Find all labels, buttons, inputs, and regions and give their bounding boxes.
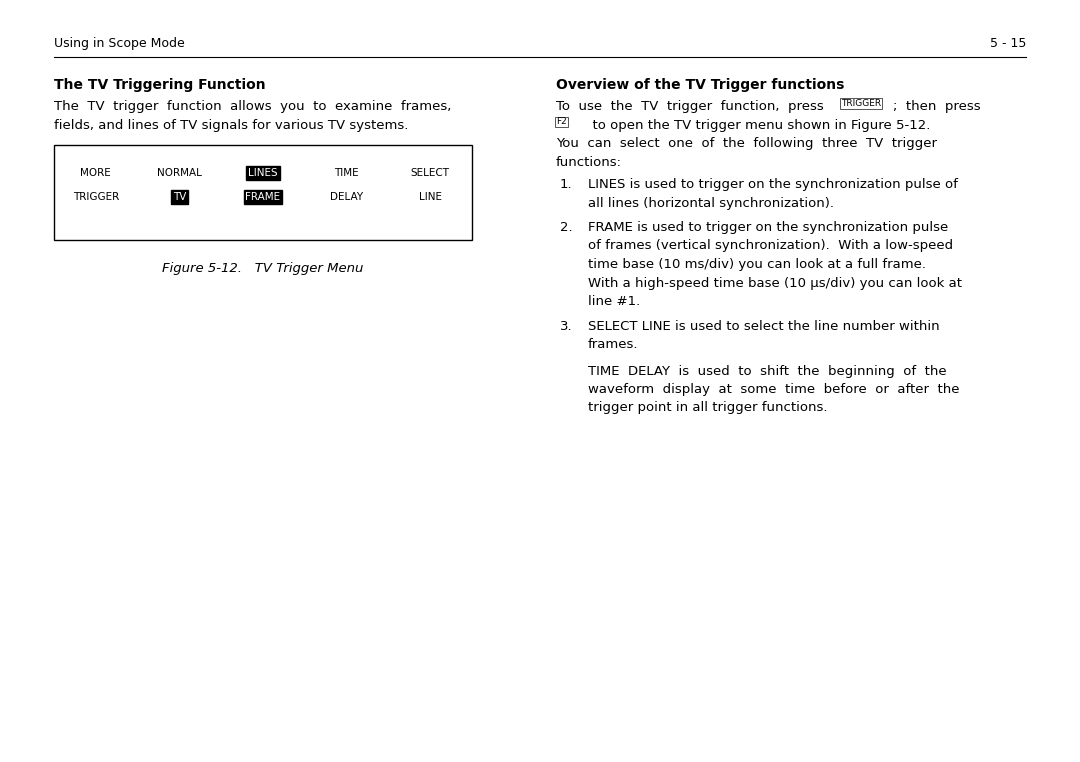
Text: MORE: MORE [80,168,111,178]
Text: line #1.: line #1. [588,295,640,308]
Text: You  can  select  one  of  the  following  three  TV  trigger: You can select one of the following thre… [556,137,937,150]
Text: trigger point in all trigger functions.: trigger point in all trigger functions. [588,402,827,415]
Text: Using in Scope Mode: Using in Scope Mode [54,37,185,50]
Text: FRAME: FRAME [245,192,281,202]
Text: Figure 5-12.   TV Trigger Menu: Figure 5-12. TV Trigger Menu [162,262,364,275]
Text: to open the TV trigger menu shown in Figure 5-12.: to open the TV trigger menu shown in Fig… [584,119,930,132]
Text: SELECT: SELECT [410,168,449,178]
Text: To  use  the  TV  trigger  function,  press: To use the TV trigger function, press [556,100,833,113]
Text: of frames (vertical synchronization).  With a low-speed: of frames (vertical synchronization). Wi… [588,239,954,252]
Text: 5 - 15: 5 - 15 [989,37,1026,50]
Bar [54,145,472,240]
Text: LINES: LINES [248,168,278,178]
Text: frames.: frames. [588,338,638,351]
Text: fields, and lines of TV signals for various TV systems.: fields, and lines of TV signals for vari… [54,119,408,132]
Text: 3.: 3. [561,319,572,332]
Text: 1.: 1. [561,178,572,191]
Text: With a high-speed time base (10 μs/div) you can look at: With a high-speed time base (10 μs/div) … [588,277,962,290]
Text: The  TV  trigger  function  allows  you  to  examine  frames,: The TV trigger function allows you to ex… [54,100,451,113]
Text: TIME: TIME [335,168,359,178]
Text: F2: F2 [556,117,567,126]
Text: SELECT LINE is used to select the line number within: SELECT LINE is used to select the line n… [588,319,940,332]
Text: The TV Triggering Function: The TV Triggering Function [54,78,266,92]
Text: TRIGGER: TRIGGER [841,99,881,108]
Text: TV: TV [173,192,186,202]
Text: LINE: LINE [419,192,442,202]
Text: TRIGGER: TRIGGER [72,192,119,202]
Text: 2.: 2. [561,221,572,234]
Text: ;  then  press: ; then press [893,100,981,113]
Text: DELAY: DELAY [330,192,363,202]
Text: functions:: functions: [556,155,622,168]
Text: all lines (horizontal synchronization).: all lines (horizontal synchronization). [588,197,834,210]
Text: time base (10 ms/div) you can look at a full frame.: time base (10 ms/div) you can look at a … [588,258,926,271]
Text: waveform  display  at  some  time  before  or  after  the: waveform display at some time before or … [588,383,959,396]
Text: Overview of the TV Trigger functions: Overview of the TV Trigger functions [556,78,845,92]
Text: LINES is used to trigger on the synchronization pulse of: LINES is used to trigger on the synchron… [588,178,958,191]
Text: TIME  DELAY  is  used  to  shift  the  beginning  of  the: TIME DELAY is used to shift the beginnin… [588,364,947,377]
Text: FRAME is used to trigger on the synchronization pulse: FRAME is used to trigger on the synchron… [588,221,948,234]
Text: NORMAL: NORMAL [157,168,202,178]
